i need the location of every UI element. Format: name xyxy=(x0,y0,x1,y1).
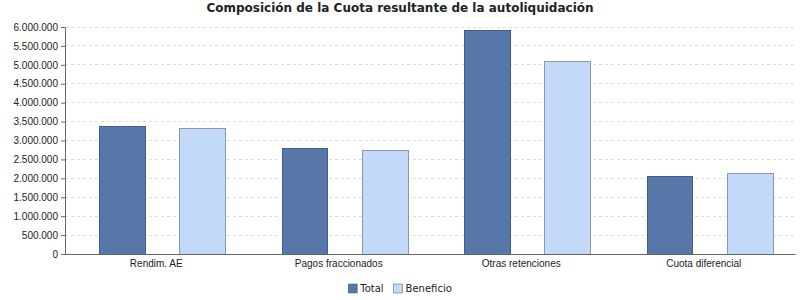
grid-line xyxy=(65,27,795,28)
y-tick: 1.500.000 xyxy=(14,192,66,203)
y-tick-mark xyxy=(61,46,65,47)
y-axis-line xyxy=(61,28,66,255)
x-tick-label: Rendim. AE xyxy=(130,258,183,269)
y-tick-mark xyxy=(61,178,65,179)
grid-line xyxy=(65,159,795,160)
y-axis: 0 500.000 1.000.000 1.500.000 2.000.000 2.500… xyxy=(14,22,66,260)
y-tick-mark xyxy=(61,235,65,236)
y-tick-label: 500.000 xyxy=(22,230,59,241)
bar xyxy=(545,62,591,254)
title: Composición de la Cuota resultante de la… xyxy=(206,1,593,15)
plot: 0 500.000 1.000.000 1.500.000 2.000.000 2.500… xyxy=(14,22,796,269)
legend: Total Beneficio xyxy=(348,283,452,294)
x-tick-label: Cuota diferencial xyxy=(666,258,741,269)
y-tick: 6.000.000 xyxy=(14,22,66,33)
y-tick: 2.500.000 xyxy=(14,154,66,165)
y-tick: 5.000.000 xyxy=(14,60,66,71)
legend-label: Beneficio xyxy=(406,283,452,294)
y-tick: 4.000.000 xyxy=(14,97,66,108)
x-axis: Rendim. AE Pagos fraccionados Otras retenc… xyxy=(66,254,796,269)
legend-label: Total xyxy=(359,283,383,294)
legend-swatch xyxy=(394,284,403,293)
bar xyxy=(282,148,328,254)
x-tick: Rendim. AE xyxy=(130,254,183,269)
bar xyxy=(727,173,773,254)
y-tick: 5.500.000 xyxy=(14,41,66,52)
legend-item: Total xyxy=(348,283,383,294)
y-tick-label: 1.500.000 xyxy=(14,192,59,203)
chart: 0 500.000 1.000.000 1.500.000 2.000.000 2.500… xyxy=(0,0,800,300)
y-tick: 2.000.000 xyxy=(14,173,66,184)
y-tick-label: 2.000.000 xyxy=(14,173,59,184)
y-tick-mark xyxy=(61,159,65,160)
y-tick-mark xyxy=(61,122,65,123)
bar xyxy=(100,127,146,254)
y-tick-label: 1.000.000 xyxy=(14,211,59,222)
x-tick: Pagos fraccionados xyxy=(295,254,383,269)
bar xyxy=(465,30,511,254)
x-tick-label: Pagos fraccionados xyxy=(295,258,383,269)
y-tick-label: 4.000.000 xyxy=(14,97,59,108)
grid-line xyxy=(65,83,795,84)
grid xyxy=(65,27,795,254)
y-tick-label: 0 xyxy=(52,249,58,260)
y-tick-mark xyxy=(61,216,65,217)
grid-line xyxy=(65,45,795,46)
y-tick-label: 5.500.000 xyxy=(14,41,59,52)
y-tick: 4.500.000 xyxy=(14,78,66,89)
grid-line xyxy=(65,64,795,65)
x-tick: Otras retenciones xyxy=(482,254,561,269)
bar xyxy=(647,176,693,254)
y-tick-mark xyxy=(61,141,65,142)
y-tick-mark xyxy=(61,65,65,66)
y-tick: 1.000.000 xyxy=(14,211,66,222)
y-tick-label: 3.500.000 xyxy=(14,116,59,127)
bars xyxy=(100,30,773,254)
y-tick-label: 6.000.000 xyxy=(14,22,59,33)
y-tick: 500.000 xyxy=(22,230,65,241)
y-tick-mark xyxy=(61,27,65,28)
grid-line xyxy=(65,140,795,141)
y-tick-mark xyxy=(61,84,65,85)
grid-line xyxy=(65,102,795,103)
y-tick-mark xyxy=(61,254,65,255)
y-tick: 3.500.000 xyxy=(14,116,66,127)
y-tick-mark xyxy=(61,103,65,104)
y-tick: 0 xyxy=(52,249,65,260)
y-tick-label: 5.000.000 xyxy=(14,60,59,71)
x-tick-label: Otras retenciones xyxy=(482,258,561,269)
y-tick: 3.000.000 xyxy=(14,135,66,146)
x-tick: Cuota diferencial xyxy=(666,254,741,269)
x-axis-line xyxy=(66,254,796,255)
grid-line xyxy=(65,121,795,122)
bar xyxy=(362,150,408,254)
y-tick-label: 2.500.000 xyxy=(14,154,59,165)
bar xyxy=(180,128,226,254)
y-tick-label: 4.500.000 xyxy=(14,78,59,89)
y-tick-mark xyxy=(61,197,65,198)
legend-swatch xyxy=(348,284,357,293)
y-tick-label: 3.000.000 xyxy=(14,135,59,146)
legend-item: Beneficio xyxy=(394,283,452,294)
